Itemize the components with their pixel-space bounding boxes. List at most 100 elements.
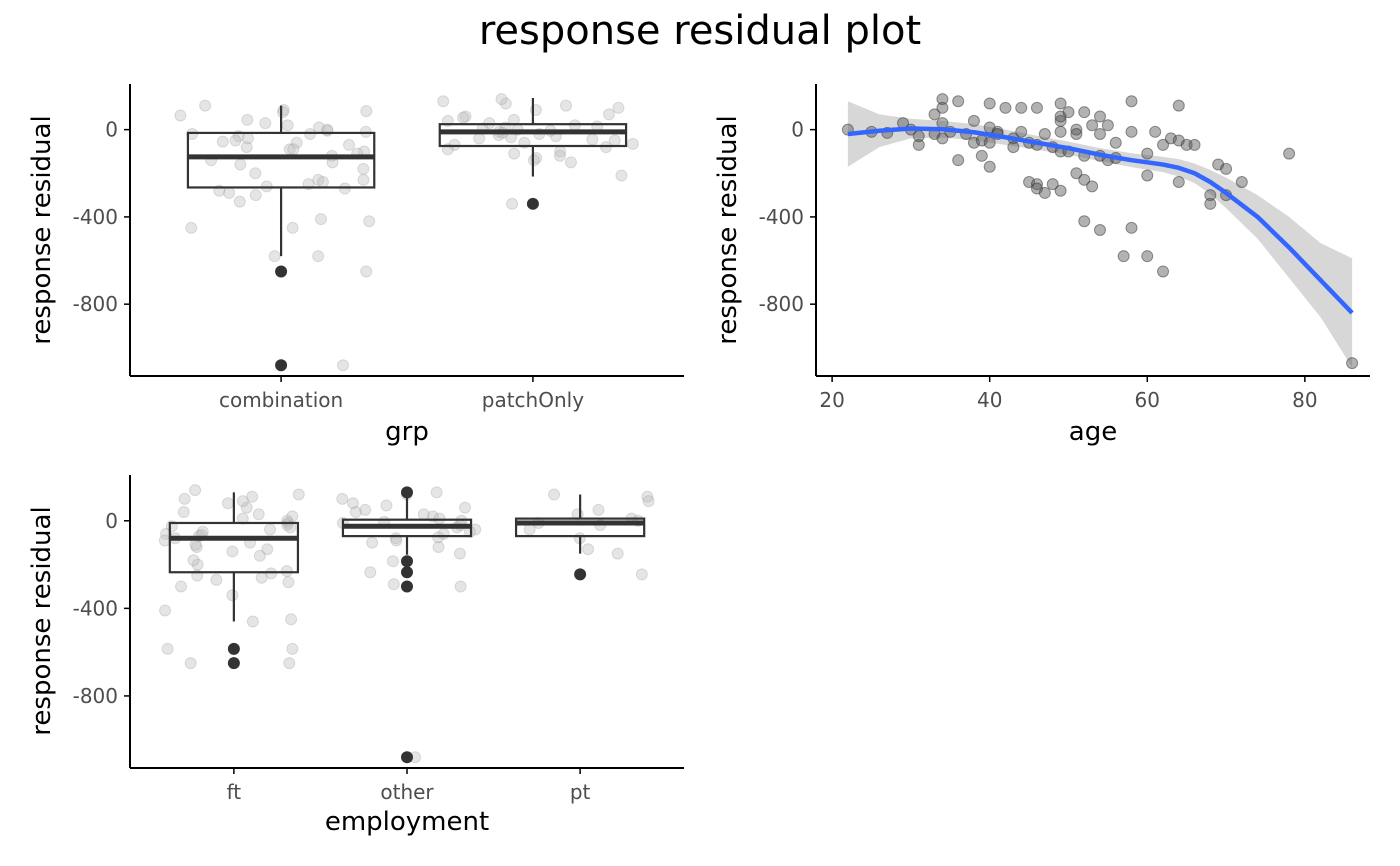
jitter-point <box>602 108 615 121</box>
jitter-point <box>612 101 625 114</box>
scatter-point <box>1070 123 1083 136</box>
jitter-point <box>240 501 253 514</box>
jitter-point <box>229 134 242 147</box>
scatter-point <box>1046 178 1059 191</box>
scatter-point <box>1204 189 1217 202</box>
scatter-point <box>1346 357 1359 370</box>
jitter-point <box>255 571 268 584</box>
jitter-point <box>276 106 289 119</box>
scatter-point <box>1125 95 1138 108</box>
jitter-point <box>191 558 204 571</box>
scatter-point <box>1078 173 1091 186</box>
scatter-point <box>1101 119 1114 132</box>
jitter-points <box>174 93 639 372</box>
scatter-point <box>1141 147 1154 160</box>
jitter-point <box>184 657 197 670</box>
scatter-point <box>952 154 965 167</box>
y-axis-title: response residual <box>713 115 743 344</box>
jitter-point <box>281 119 294 132</box>
scatter-point <box>1007 141 1020 154</box>
jitter-point <box>387 578 400 591</box>
jitter-point <box>360 265 373 278</box>
x-tick-label: 40 <box>977 388 1002 412</box>
jitter-point <box>216 135 229 148</box>
jitter-point <box>642 495 655 508</box>
jitter-point <box>161 642 174 655</box>
box-pt <box>514 517 646 538</box>
outlier-point <box>401 580 413 593</box>
x-tick-label: pt <box>570 780 591 804</box>
scatter-point <box>1054 114 1067 127</box>
scatter-point <box>1030 178 1043 191</box>
scatter-point <box>1117 250 1130 263</box>
scatter-point <box>999 101 1012 114</box>
jitter-point <box>615 169 628 182</box>
jitter-point <box>360 105 373 118</box>
x-axis-title: employment <box>325 807 489 837</box>
scatter-point <box>1094 128 1106 140</box>
jitter-point <box>459 501 472 514</box>
jitter-point <box>226 545 239 558</box>
scatter-point <box>1015 125 1028 138</box>
jitter-point <box>508 147 521 160</box>
x-tick-label: ft <box>227 780 242 804</box>
outlier-point <box>227 657 240 670</box>
outlier-point <box>401 566 413 579</box>
scatter-point <box>1283 147 1296 160</box>
scatter-point <box>1220 162 1233 175</box>
scatter-point <box>1054 97 1067 110</box>
outlier-point <box>526 197 539 210</box>
jitter-point <box>635 568 648 581</box>
scatter-point <box>1030 101 1043 114</box>
y-axis-title: response residual <box>27 115 57 344</box>
jitter-point <box>185 221 198 234</box>
outlier-point <box>401 555 413 568</box>
scatter-point <box>1094 110 1106 123</box>
axes: ft other pt 0 -400 -800 <box>73 475 684 804</box>
scatter-point <box>1070 167 1083 180</box>
jitter-point <box>548 488 561 501</box>
scatter-point <box>1054 184 1067 197</box>
scatter-point <box>983 136 996 149</box>
x-tick-label: 80 <box>1292 388 1317 412</box>
y-tick-label: -800 <box>73 684 118 708</box>
axes: 20 40 60 80 0 -400 -800 <box>759 84 1370 412</box>
outlier-point <box>574 568 587 581</box>
jitter-point <box>347 497 360 510</box>
jitter-point <box>337 359 350 372</box>
jitter-point <box>246 490 259 503</box>
jitter-point <box>499 97 512 110</box>
scatter-point <box>1109 136 1122 149</box>
scatter-point <box>1149 125 1162 138</box>
panel-grp-boxplot: combination patchOnly 0 -400 -800 grp respon… <box>27 84 684 447</box>
jitter-point <box>187 554 200 567</box>
jitter-point <box>430 486 443 499</box>
jitter-point <box>417 508 430 521</box>
jitter-point <box>241 113 254 126</box>
jitter-point <box>560 99 573 112</box>
jitter-point <box>236 512 249 525</box>
jitter-point <box>506 197 519 210</box>
y-tick-label: 0 <box>791 118 804 142</box>
y-tick-label: -400 <box>759 205 804 229</box>
scatter-point <box>936 101 949 114</box>
scatter-point <box>983 97 996 110</box>
jitter-point <box>159 604 172 617</box>
scatter-point <box>1078 215 1091 228</box>
y-tick-label: 0 <box>105 118 118 142</box>
jitter-point <box>249 189 262 202</box>
outlier-point <box>275 265 288 278</box>
jitter-point <box>282 576 295 589</box>
jitter-point <box>241 132 254 145</box>
jitter-point <box>286 221 299 234</box>
jitter-point <box>261 543 274 556</box>
x-axis-title: grp <box>385 417 429 447</box>
jitter-point <box>469 523 482 536</box>
scatter-point <box>1188 138 1201 151</box>
y-tick-label: -800 <box>73 292 118 316</box>
jitter-point <box>380 499 393 512</box>
jitter-point <box>189 538 202 551</box>
box-ft <box>168 521 300 574</box>
